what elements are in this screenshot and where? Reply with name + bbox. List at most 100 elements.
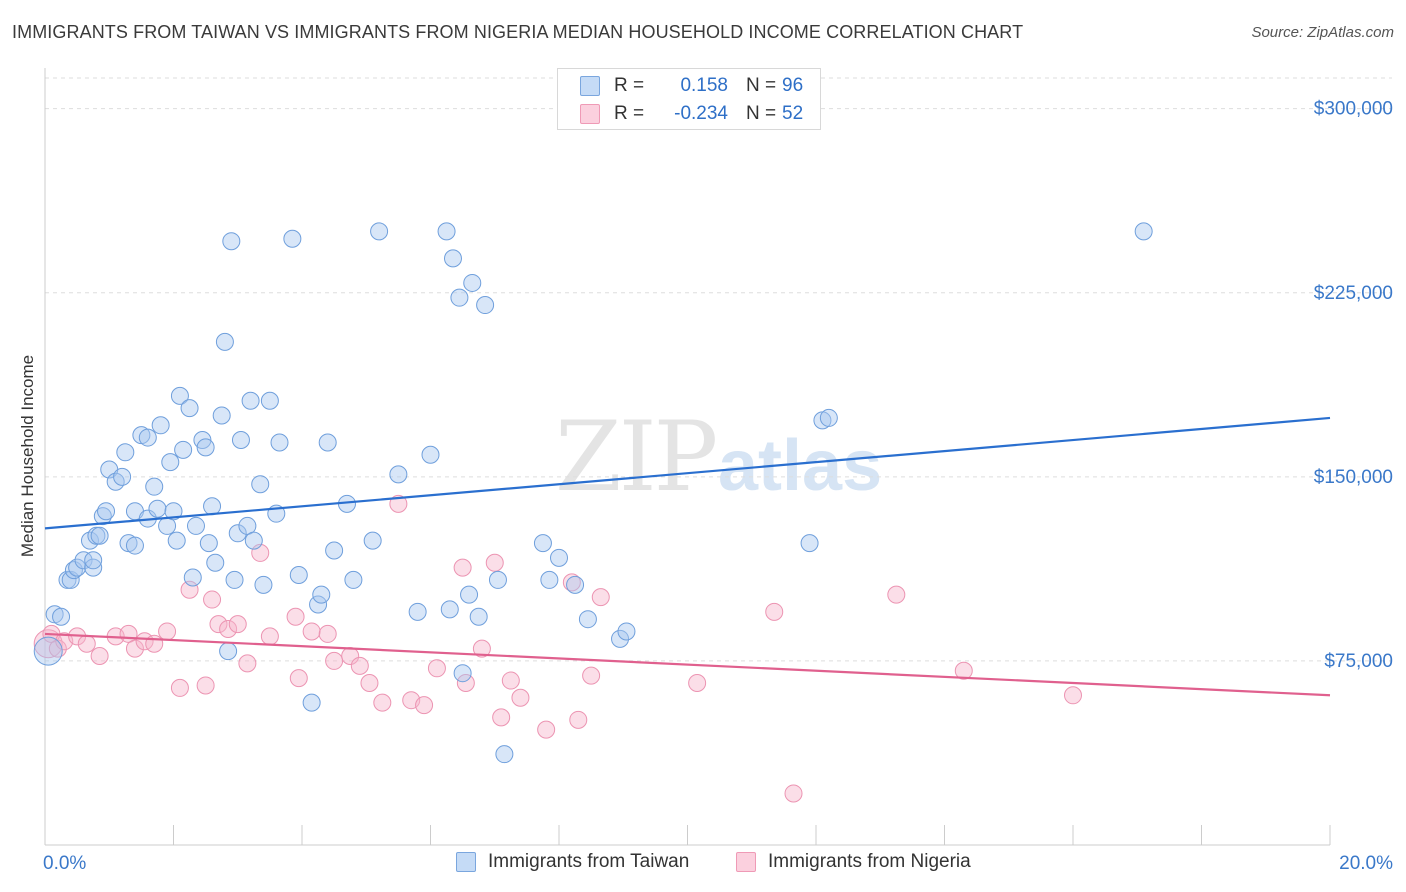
taiwan-point xyxy=(389,465,408,484)
taiwan-point xyxy=(540,570,559,589)
taiwan-point xyxy=(203,497,222,516)
taiwan-point xyxy=(148,499,167,518)
series-taiwan-points xyxy=(33,222,1153,764)
nigeria-point xyxy=(228,615,247,634)
taiwan-point xyxy=(138,428,157,447)
legend-item-taiwan: Immigrants from Taiwan xyxy=(456,851,689,873)
nigeria-point xyxy=(453,558,472,577)
nigeria-point xyxy=(33,629,63,659)
trend-lines xyxy=(44,416,1331,697)
taiwan-point xyxy=(453,664,472,683)
nigeria-point xyxy=(562,573,581,592)
y-tick-label: $150,000 xyxy=(1314,467,1393,488)
taiwan-point xyxy=(443,249,462,268)
taiwan-point xyxy=(93,507,112,526)
y-tick-label: $75,000 xyxy=(1324,651,1393,672)
taiwan-point xyxy=(495,745,514,764)
nigeria-point xyxy=(77,634,96,653)
r-label: R = xyxy=(614,103,645,124)
taiwan-point xyxy=(289,566,308,585)
taiwan-point xyxy=(164,502,183,521)
n-label: N = xyxy=(746,75,777,96)
r-label: R = xyxy=(614,75,645,96)
taiwan-point xyxy=(113,467,132,486)
nigeria-point xyxy=(203,590,222,609)
nigeria-point xyxy=(511,688,530,707)
axes xyxy=(44,68,1331,846)
taiwan-point xyxy=(437,222,456,241)
nigeria-point xyxy=(485,553,504,572)
taiwan-point xyxy=(617,622,636,641)
x-tick-label-start: 0.0% xyxy=(43,853,86,874)
taiwan-point xyxy=(241,391,260,410)
taiwan-point xyxy=(68,558,87,577)
taiwan-point xyxy=(244,531,263,550)
taiwan-point xyxy=(196,438,215,457)
taiwan-point xyxy=(533,534,552,553)
taiwan-point xyxy=(550,548,568,567)
nigeria-point xyxy=(219,620,238,639)
nigeria-point xyxy=(456,674,475,693)
nigeria-point xyxy=(501,671,520,690)
legend-row-nigeria: R = -0.234 N = 52 xyxy=(580,102,803,126)
taiwan-point xyxy=(167,531,186,550)
taiwan-point xyxy=(370,222,389,241)
n-label: N = xyxy=(746,103,777,124)
taiwan-point xyxy=(476,296,495,315)
taiwan-point xyxy=(206,553,225,572)
nigeria-point xyxy=(492,708,511,727)
taiwan-point xyxy=(219,642,238,661)
taiwan-point xyxy=(125,536,144,555)
taiwan-point xyxy=(228,524,247,543)
nigeria-point xyxy=(302,622,321,641)
nigeria-point xyxy=(360,674,379,693)
n-value: 96 xyxy=(782,75,804,96)
nigeria-point xyxy=(537,720,556,739)
taiwan-swatch xyxy=(456,852,476,872)
taiwan-point xyxy=(97,502,116,521)
taiwan-point xyxy=(64,561,83,580)
taiwan-swatch xyxy=(580,76,600,96)
nigeria-point xyxy=(325,651,344,670)
grid xyxy=(45,77,1392,662)
watermark: ZIP atlas xyxy=(555,401,882,513)
taiwan-point xyxy=(116,443,135,462)
nigeria-point xyxy=(90,647,109,666)
nigeria-point xyxy=(784,784,803,803)
taiwan-point xyxy=(260,391,279,410)
nigeria-point xyxy=(569,710,588,729)
tick-labels: $75,000 $150,000 $225,000 $300,000 0.0% 20.0% xyxy=(43,99,1393,874)
taiwan-point xyxy=(408,602,427,621)
nigeria-point xyxy=(209,615,228,634)
taiwan-point xyxy=(170,386,189,405)
legend-row-taiwan: R = 0.158 N = 96 xyxy=(580,74,803,98)
taiwan-point xyxy=(215,332,234,351)
nigeria-point xyxy=(373,693,392,712)
taiwan-trend-line xyxy=(44,416,1331,530)
taiwan-point xyxy=(186,516,205,535)
nigeria-point xyxy=(688,674,707,693)
taiwan-point xyxy=(302,693,321,712)
taiwan-point xyxy=(222,232,241,251)
taiwan-point xyxy=(1134,222,1153,241)
nigeria-swatch xyxy=(580,104,600,124)
taiwan-point xyxy=(611,629,630,648)
r-value: 0.158 xyxy=(680,75,728,96)
taiwan-point xyxy=(440,600,459,619)
nigeria-point xyxy=(350,656,369,675)
nigeria-point xyxy=(238,654,257,673)
nigeria-point xyxy=(954,661,973,680)
taiwan-point xyxy=(199,534,218,553)
watermark-zip: ZIP xyxy=(555,401,716,513)
y-tick-label: $300,000 xyxy=(1314,99,1393,120)
nigeria-point xyxy=(125,639,144,658)
taiwan-point xyxy=(145,477,164,496)
taiwan-point xyxy=(819,408,838,427)
nigeria-point xyxy=(170,678,189,697)
nigeria-point xyxy=(427,659,446,678)
nigeria-swatch xyxy=(736,852,756,872)
taiwan-point xyxy=(344,570,363,589)
taiwan-point xyxy=(90,526,109,545)
n-value: 52 xyxy=(782,103,804,124)
